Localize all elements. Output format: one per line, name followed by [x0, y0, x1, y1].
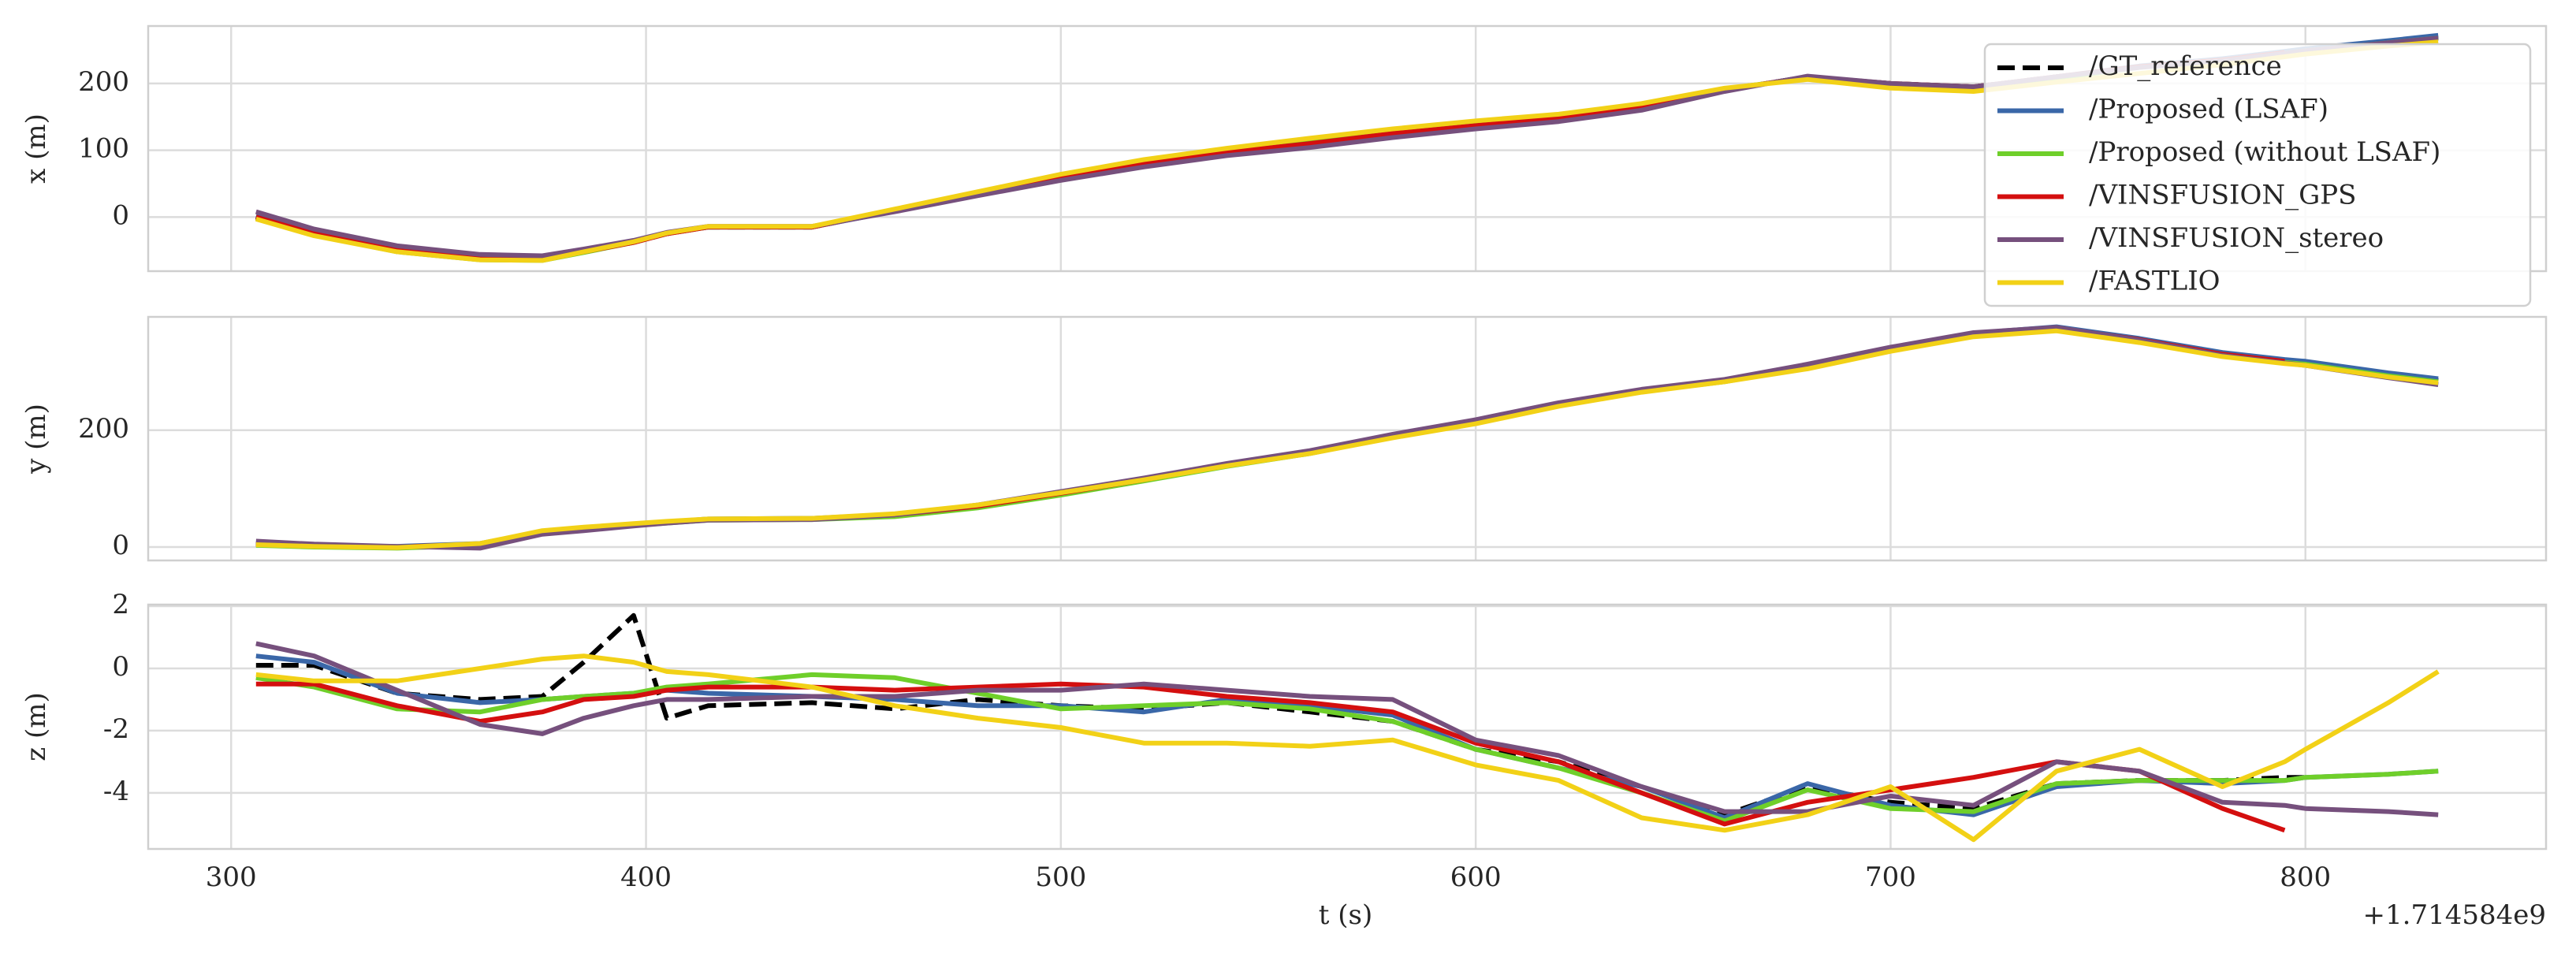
y-tick-label: 200	[78, 413, 129, 445]
axes-frame	[147, 24, 2548, 273]
y-tick-label: 0	[112, 530, 129, 561]
y-axis-label: y (m)	[20, 404, 52, 475]
series-line	[255, 653, 2440, 843]
y-tick-label: 200	[78, 66, 129, 98]
series-line	[255, 325, 2439, 551]
y-tick-label: -2	[103, 713, 129, 745]
series-line	[255, 612, 2306, 817]
series-line	[255, 328, 2439, 550]
y-axis-label: z (m)	[20, 692, 52, 761]
legend-label: /GT_reference	[2089, 50, 2282, 82]
legend-label: /VINSFUSION_GPS	[2089, 180, 2356, 211]
legend-box	[1983, 43, 2532, 307]
x-tick-label: 600	[1450, 862, 1502, 893]
series-line	[255, 324, 2439, 549]
x-tick-label: 400	[620, 862, 672, 893]
y-tick-label: -4	[103, 776, 129, 807]
y-tick-label: 100	[78, 133, 129, 165]
y-tick-label: 0	[112, 199, 129, 231]
axes-frame	[147, 603, 2548, 851]
x-offset-label: +1.714584e9	[2363, 899, 2546, 931]
y-tick-label: 2	[112, 589, 129, 620]
x-tick-label: 700	[1865, 862, 1916, 893]
series-line	[255, 672, 2439, 824]
legend-label: /FASTLIO	[2089, 266, 2220, 297]
series-line	[255, 326, 2439, 549]
legend-label: /Proposed (LSAF)	[2089, 94, 2328, 125]
series-line	[255, 326, 2439, 551]
series-line	[255, 326, 2285, 549]
legend-label: /Proposed (without LSAF)	[2089, 136, 2440, 168]
series-line	[255, 641, 2439, 817]
y-axis-label: x (m)	[20, 114, 52, 184]
legend-label: /VINSFUSION_stereo	[2089, 222, 2384, 254]
x-tick-label: 800	[2280, 862, 2331, 893]
axes-frame	[147, 315, 2548, 562]
x-axis-label: t (s)	[1319, 899, 1372, 931]
y-tick-label: 0	[112, 651, 129, 683]
series-line	[255, 681, 2286, 833]
x-tick-label: 500	[1035, 862, 1086, 893]
x-tick-label: 300	[206, 862, 257, 893]
